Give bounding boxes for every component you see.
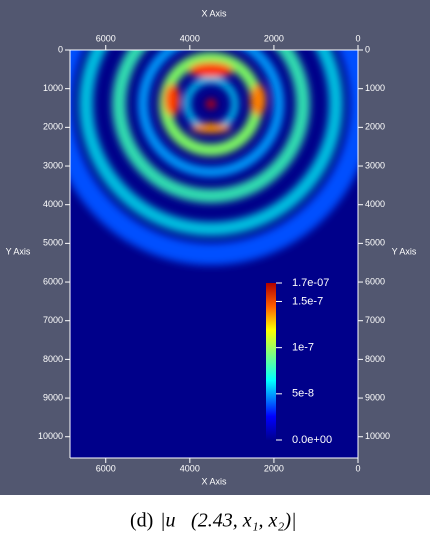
y-tick-label: 8000 [43,354,63,364]
y-tick-label: 5000 [43,238,63,248]
y-tick-label: 8000 [365,354,385,364]
caption-label: (d) [130,510,153,532]
x-tick-label: 2000 [264,33,284,43]
caption-formula: |u⃗(2.43, x₁, x₂)| [160,510,297,532]
y-tick-label: 4000 [43,199,63,209]
y-tick-label: 9000 [43,392,63,402]
x-tick-label: 4000 [180,463,200,473]
y-tick-label: 1000 [365,83,385,93]
x-tick-label: 6000 [96,463,116,473]
y-tick-label: 9000 [365,392,385,402]
x-tick-label: 4000 [180,33,200,43]
y-tick-label: 3000 [43,160,63,170]
y-axis-label: Y Axis [392,246,417,256]
colorbar-tick-label: 5e-8 [292,388,314,400]
y-tick-label: 2000 [365,122,385,132]
x-tick-label: 0 [355,463,360,473]
x-tick-label: 6000 [96,33,116,43]
y-tick-label: 4000 [365,199,385,209]
y-axis-label: Y Axis [6,246,31,256]
colorbar [266,283,276,440]
colorbar-tick-label: 1e-7 [292,342,314,354]
y-tick-label: 1000 [43,83,63,93]
y-tick-label: 10000 [38,431,63,441]
y-tick-label: 7000 [365,315,385,325]
y-tick-label: 6000 [365,276,385,286]
x-axis-label: X Axis [201,476,227,486]
y-tick-label: 10000 [365,431,390,441]
wave-field [70,50,358,265]
x-tick-label: 2000 [264,463,284,473]
x-tick-label: 0 [355,33,360,43]
x-axis-label: X Axis [201,8,227,18]
y-tick-label: 0 [365,44,370,54]
y-tick-label: 2000 [43,122,63,132]
colorbar-tick-label: 1.5e-7 [292,295,323,307]
colorbar-tick-label: 0.0e+00 [292,434,332,446]
y-tick-label: 6000 [43,276,63,286]
y-tick-label: 0 [58,44,63,54]
y-tick-label: 7000 [43,315,63,325]
caption-area [0,495,430,550]
y-tick-label: 3000 [365,160,385,170]
y-tick-label: 5000 [365,238,385,248]
colorbar-tick-label: 1.7e-07 [292,277,329,289]
